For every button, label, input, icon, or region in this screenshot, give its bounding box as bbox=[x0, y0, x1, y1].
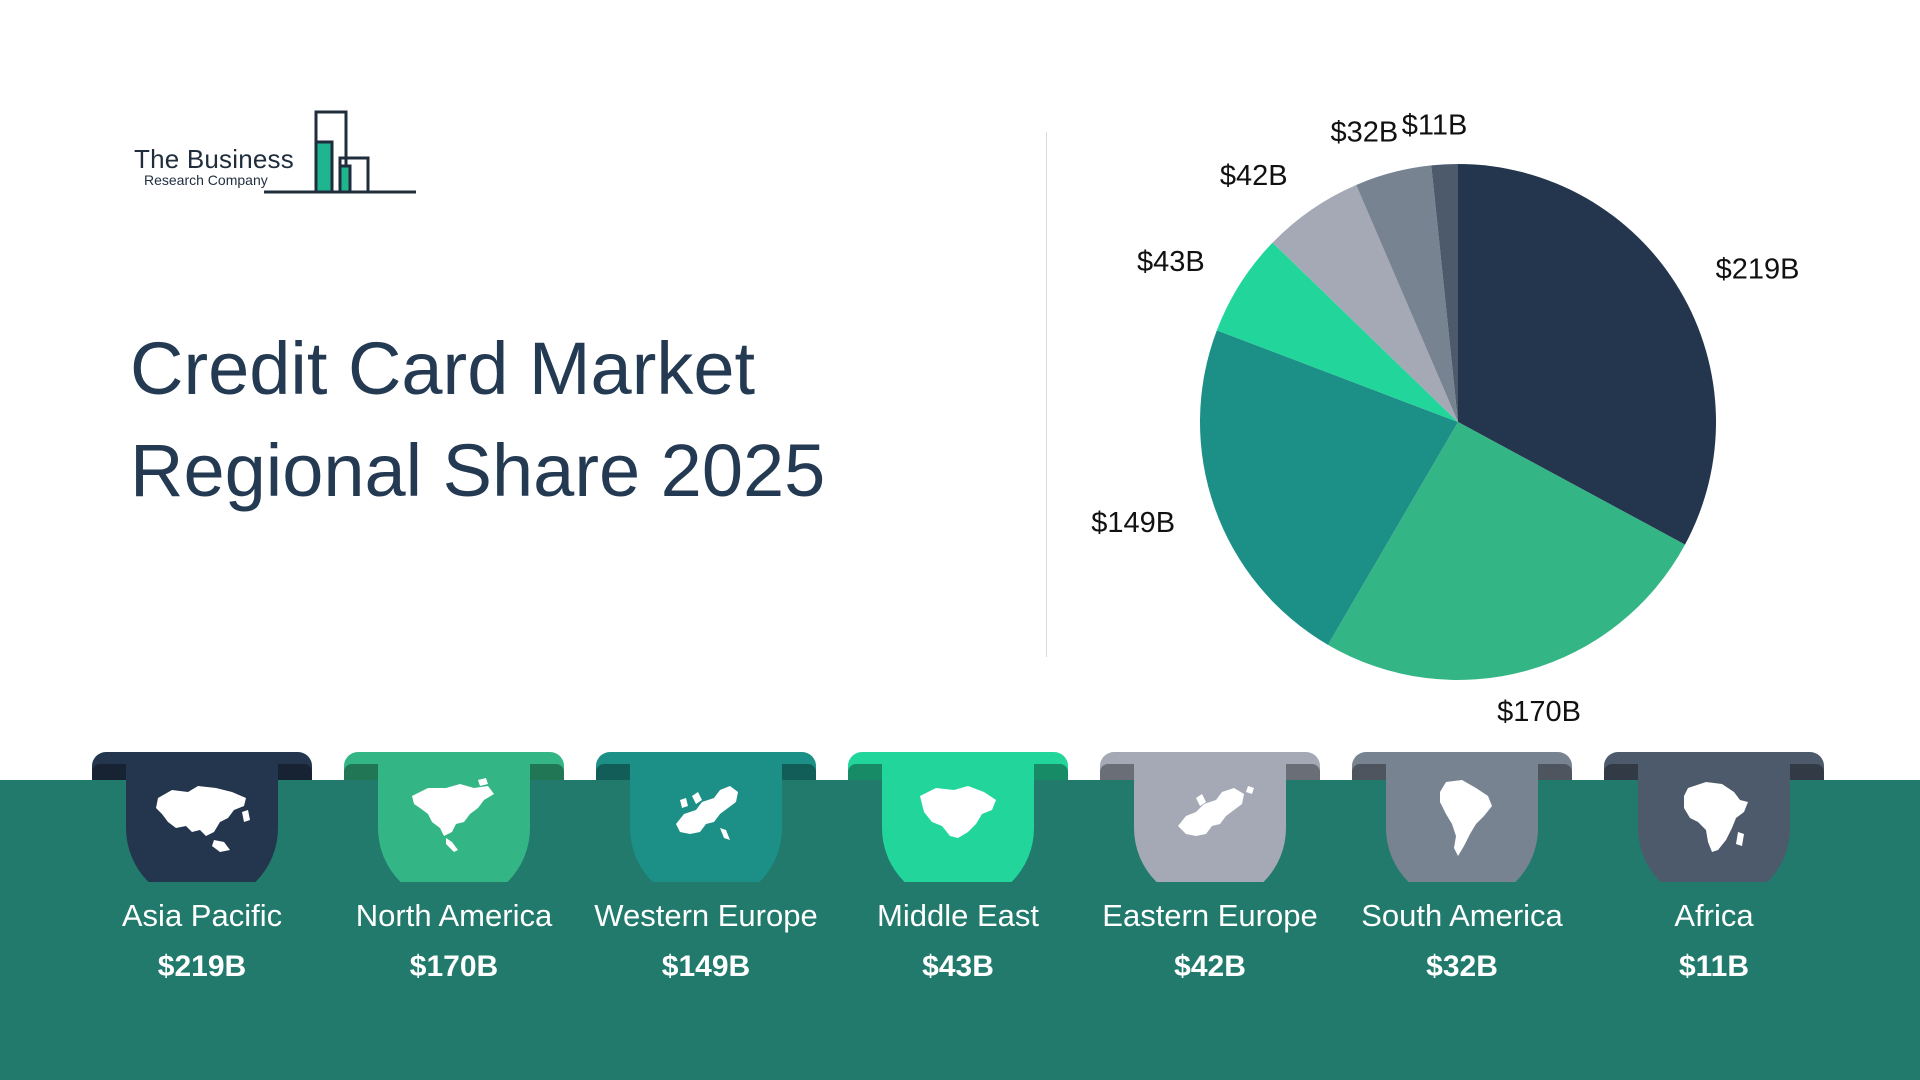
logo-name: The Business bbox=[134, 144, 294, 174]
western-europe-map-icon bbox=[676, 786, 738, 840]
region-card-africa: Africa $11B bbox=[1588, 752, 1840, 1002]
pie-slice-africa bbox=[1431, 164, 1458, 422]
pie-label-north-america: $170B bbox=[1497, 696, 1581, 728]
region-tab bbox=[1604, 752, 1824, 882]
pie-slice-asia-pacific bbox=[1458, 164, 1716, 545]
page-title-line1: Credit Card Market bbox=[130, 327, 756, 410]
pie-label-asia-pacific: $219B bbox=[1716, 253, 1800, 285]
region-tab bbox=[596, 752, 816, 882]
pie-chart: $219B $170B $149B $43B $42B $32B $11B bbox=[1091, 109, 1800, 728]
region-tab bbox=[344, 752, 564, 882]
africa-map-icon bbox=[1684, 782, 1748, 852]
region-name: Eastern Europe bbox=[1102, 898, 1318, 933]
eastern-europe-map-icon bbox=[1178, 786, 1254, 836]
region-name: Middle East bbox=[877, 898, 1039, 933]
region-name: North America bbox=[355, 898, 553, 933]
region-value: $32B bbox=[1426, 950, 1498, 983]
pie-label-western-europe: $149B bbox=[1091, 507, 1175, 539]
south-america-map-icon bbox=[1440, 780, 1492, 856]
asia-map-icon bbox=[156, 786, 250, 852]
pie-slice-eastern-europe bbox=[1272, 184, 1458, 422]
region-card-eastern-europe: Eastern Europe $42B bbox=[1084, 752, 1336, 1002]
pie-label-south-america: $32B bbox=[1331, 117, 1399, 149]
logo-subtitle: Research Company bbox=[144, 172, 268, 188]
vertical-divider bbox=[1046, 132, 1047, 657]
page-title-line2: Regional Share 2025 bbox=[130, 429, 826, 512]
region-value: $42B bbox=[1174, 950, 1246, 983]
pie-slice-middle-east bbox=[1216, 242, 1458, 422]
company-logo: The Business Research Company bbox=[134, 108, 426, 198]
region-value: $170B bbox=[409, 950, 499, 983]
pie-slice-south-america bbox=[1356, 165, 1458, 422]
region-tab bbox=[1352, 752, 1572, 882]
region-name: South America bbox=[1361, 898, 1563, 933]
region-tab bbox=[1100, 752, 1320, 882]
region-name: Western Europe bbox=[594, 898, 818, 933]
middle-east-map-icon bbox=[920, 786, 996, 838]
logo-bars-graphic bbox=[264, 110, 416, 194]
region-name: Asia Pacific bbox=[121, 898, 283, 933]
region-tab bbox=[92, 752, 312, 882]
region-value: $43B bbox=[922, 950, 994, 983]
region-value: $149B bbox=[661, 950, 751, 983]
region-name: Africa bbox=[1674, 898, 1754, 933]
region-value: $219B bbox=[157, 950, 247, 983]
region-value: $11B bbox=[1678, 950, 1750, 983]
pie-slice-north-america bbox=[1327, 422, 1685, 680]
region-card-western-europe: Western Europe $149B bbox=[580, 752, 832, 1002]
region-card-north-america: North America $170B bbox=[328, 752, 580, 1002]
pie-label-eastern-europe: $42B bbox=[1220, 160, 1288, 192]
region-tab bbox=[848, 752, 1068, 882]
region-card-south-america: South America $32B bbox=[1336, 752, 1588, 1002]
region-card-middle-east: Middle East $43B bbox=[832, 752, 1084, 1002]
pie-label-africa: $11B bbox=[1402, 109, 1468, 141]
page-title: Credit Card Market Regional Share 2025 bbox=[130, 318, 1030, 522]
pie-slice-western-europe bbox=[1200, 330, 1458, 645]
north-america-map-icon bbox=[412, 778, 494, 852]
region-card-asia-pacific: Asia Pacific $219B bbox=[76, 752, 328, 1002]
pie-label-middle-east: $43B bbox=[1137, 246, 1205, 278]
